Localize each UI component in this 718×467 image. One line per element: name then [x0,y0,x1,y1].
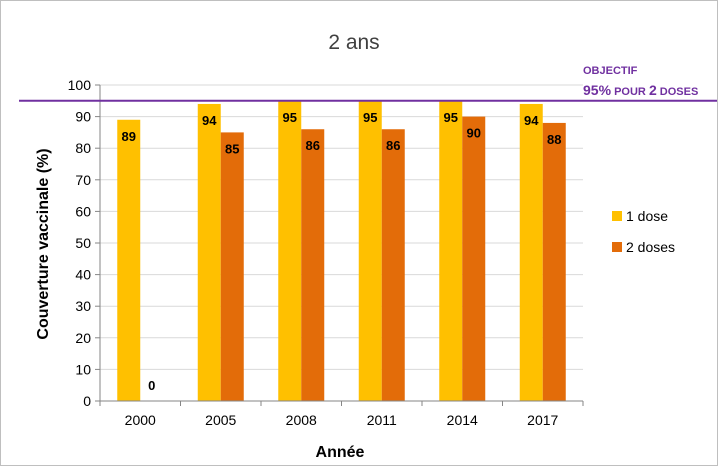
data-label-2-doses: 85 [225,141,239,156]
objective-target-doses: DOSES [657,86,699,98]
objective-target-percent: 95% [583,82,612,98]
objective-target-number: 2 [649,82,657,98]
y-tick-label: 100 [68,77,92,93]
y-tick-label: 80 [75,140,91,156]
bar-2-doses [381,129,405,402]
y-axis-title: Couverture vaccinale (%) [35,148,52,339]
legend: 1 dose 2 doses [612,208,675,255]
x-axis-title: Année [316,444,365,461]
data-label-1-dose: 95 [363,110,377,125]
bar-1-dose [278,100,302,402]
y-tick-label: 70 [75,172,91,188]
legend-swatch-2-doses [612,242,622,252]
bar-2-doses [462,116,486,401]
x-tick-label: 2011 [367,412,397,428]
data-label-1-dose: 94 [202,113,217,128]
data-label-2-doses: 0 [148,378,155,393]
data-label-1-dose: 95 [444,110,458,125]
legend-swatch-1-dose [612,211,622,221]
legend-label-1-dose: 1 dose [626,208,668,224]
data-label-1-dose: 95 [283,110,297,125]
legend-item-1-dose: 1 dose [612,208,668,224]
data-label-2-doses: 86 [306,138,320,153]
bar-2-doses [301,129,325,402]
y-tick-label: 0 [83,393,91,409]
bar-1-dose [197,103,221,402]
x-tick-label: 2017 [527,412,558,428]
objective-target-label: 95% POUR 2 DOSES [583,82,698,98]
x-tick-label: 2005 [205,412,236,428]
data-label-2-doses: 90 [467,126,481,141]
data-label-2-doses: 86 [386,138,400,153]
data-label-1-dose: 94 [524,113,539,128]
y-tick-label: 10 [75,361,91,377]
chart-title: 2 ans [328,31,379,54]
y-tick-label: 20 [75,330,91,346]
bar-1-dose [117,119,141,401]
y-tick-label: 40 [75,267,91,283]
bar-2-doses [542,122,566,402]
objective-target-pour: POUR [611,86,649,98]
legend-label-2-doses: 2 doses [626,239,675,255]
bar-1-dose [358,100,382,402]
x-tick-label: 2008 [286,412,317,428]
data-label-2-doses: 88 [547,132,561,147]
bar-2-doses [220,132,244,401]
y-tick-label: 30 [75,298,91,314]
bar-1-dose [519,103,543,402]
bar-1-dose [439,100,463,402]
objective-label: OBJECTIF [583,65,638,77]
x-tick-label: 2014 [447,412,478,428]
legend-item-2-doses: 2 doses [612,239,675,255]
y-tick-label: 90 [75,109,91,125]
y-tick-label: 50 [75,235,91,251]
y-tick-label: 60 [75,203,91,219]
x-tick-label: 2000 [125,412,156,428]
data-label-1-dose: 89 [122,129,136,144]
